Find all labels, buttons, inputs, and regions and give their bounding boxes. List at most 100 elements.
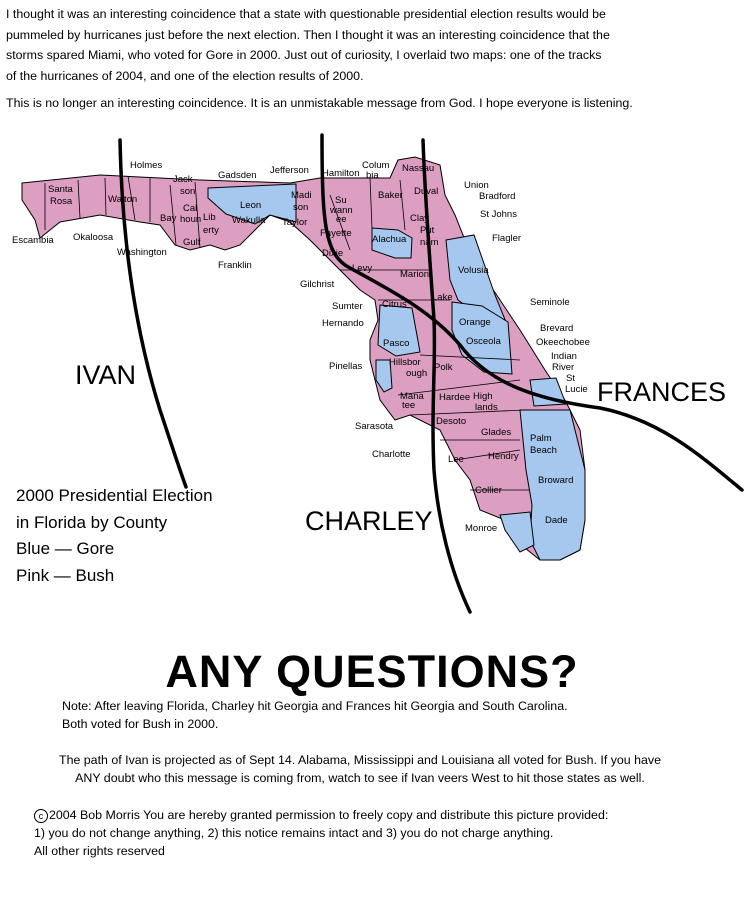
county-label: Madi	[291, 190, 312, 201]
county-label: Santa	[48, 184, 74, 195]
county-label: Hernando	[322, 318, 364, 329]
county-label: son	[293, 202, 308, 213]
county-label: wann	[329, 205, 353, 216]
county-label: Colum	[362, 160, 390, 171]
note-line: Note: After leaving Florida, Charley hit…	[62, 699, 568, 713]
ivan-track	[118, 138, 188, 489]
county-label: Fayette	[320, 228, 352, 239]
county-label: Bradford	[479, 191, 515, 202]
county-label: Mana	[400, 391, 424, 402]
county-label: Flagler	[492, 233, 521, 244]
county-label: houn	[180, 214, 201, 225]
legend-bush: Pink — Bush	[16, 565, 115, 585]
county-label: Collier	[475, 485, 502, 496]
county-label: Put	[420, 225, 435, 236]
county-label: Beach	[530, 445, 557, 456]
county-label: Holmes	[130, 160, 162, 171]
county-label: bia	[366, 170, 379, 181]
ivan-note-line: ANY doubt who this message is coming fro…	[75, 771, 645, 785]
county-label: Union	[464, 180, 489, 191]
county-label: Gadsden	[218, 170, 257, 181]
note-line: Both voted for Bush in 2000.	[62, 717, 219, 731]
county-label: Lee	[448, 454, 464, 465]
county-label: Okaloosa	[73, 232, 114, 243]
county-label: nam	[420, 237, 439, 248]
county-label: Palm	[530, 433, 552, 444]
ivan-note-line: The path of Ivan is projected as of Sept…	[59, 753, 661, 767]
county-label: tee	[402, 400, 415, 411]
hurricane-tracks	[118, 133, 744, 614]
county-label: River	[552, 362, 574, 373]
legend-title-line: 2000 Presidential Election	[16, 486, 213, 505]
county-label: Levy	[352, 263, 372, 274]
county-label: Hillsbor	[389, 357, 421, 368]
note: Note: After leaving Florida, Charley hit…	[62, 697, 568, 733]
county-label: Bay	[160, 213, 177, 224]
county-label: Marion	[400, 269, 429, 280]
county-label: Su	[335, 195, 347, 206]
county-label: Pasco	[383, 338, 409, 349]
county-label: Dade	[545, 515, 568, 526]
county-label: Alachua	[372, 234, 407, 245]
county-label: Clay	[410, 213, 429, 224]
county-label: Franklin	[218, 260, 252, 271]
county-label: Okeechobee	[536, 337, 590, 348]
copyright-notice: c 2004 Bob Morris You are hereby granted …	[34, 806, 608, 860]
county-label: ee	[336, 214, 347, 225]
county-label: Cal	[183, 203, 197, 214]
county-label: Orange	[459, 317, 491, 328]
county-label: Broward	[538, 475, 573, 486]
county-label: Hendry	[488, 451, 519, 462]
map-legend: 2000 Presidential Election in Florida by…	[16, 483, 213, 589]
county-label: Polk	[434, 362, 453, 373]
frances-label: FRANCES	[597, 377, 727, 407]
florida-election-map: Escambia Santa Rosa Okaloosa Walton Holm…	[12, 133, 744, 614]
county-label: Sumter	[332, 301, 363, 312]
county-label: Baker	[378, 190, 403, 201]
county-label: Duval	[414, 186, 438, 197]
copyright-line: All other rights reserved	[34, 844, 165, 858]
county-label: Nassau	[402, 163, 434, 174]
county-label: Desoto	[436, 416, 466, 427]
county-label: Hardee	[439, 392, 470, 403]
county-label: son	[180, 186, 195, 197]
county-label: Lib	[203, 212, 216, 223]
county-label: Indian	[551, 351, 577, 362]
charley-label: CHARLEY	[305, 506, 433, 536]
county-alachua	[371, 227, 413, 259]
copyright-line: 1) you do not change anything, 2) this n…	[34, 826, 554, 840]
county-label: Hamilton	[322, 168, 360, 179]
county-label: St Johns	[480, 209, 517, 220]
county-label: Monroe	[465, 523, 497, 534]
headline: ANY QUESTIONS?	[165, 646, 579, 697]
county-label: Gilchrist	[300, 279, 335, 290]
intro-line: of the hurricanes of 2004, and one of th…	[6, 68, 364, 83]
county-pinellas	[375, 359, 393, 393]
county-label: Sarasota	[355, 421, 394, 432]
copyright-line: 2004 Bob Morris You are hereby granted p…	[49, 808, 609, 822]
county-label: Pinellas	[329, 361, 363, 372]
county-label: Volusia	[458, 265, 489, 276]
charley-track	[421, 138, 472, 614]
county-palm-beach-broward-dade	[519, 409, 586, 561]
bush-counties	[21, 156, 586, 561]
county-label: Escambia	[12, 235, 54, 246]
county-monroe	[499, 511, 535, 553]
county-label: ough	[406, 368, 427, 379]
county-label: Lake	[432, 292, 453, 303]
florida-outline	[21, 156, 586, 561]
county-label: Dixie	[322, 248, 343, 259]
county-label: St	[566, 373, 575, 384]
county-label: Jack	[173, 174, 193, 185]
ivan-label: IVAN	[75, 360, 137, 390]
county-label: erty	[203, 225, 219, 236]
county-label: Jefferson	[270, 165, 309, 176]
county-label: Glades	[481, 427, 511, 438]
intro-line: I thought it was an interesting coincide…	[6, 7, 606, 21]
county-label: Lucie	[565, 384, 588, 395]
legend-title-line: in Florida by County	[16, 512, 168, 532]
copyright-icon: c	[34, 809, 48, 823]
intro-line: pummeled by hurricanes just before the n…	[6, 27, 610, 42]
county-pasco-hernando	[377, 304, 421, 357]
county-label: Washington	[117, 247, 167, 258]
